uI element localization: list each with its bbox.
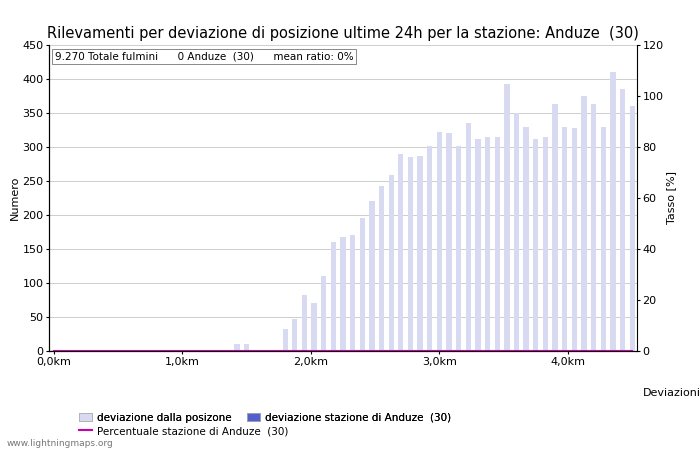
- Title: Rilevamenti per deviazione di posizione ultime 24h per la stazione: Anduze  (30): Rilevamenti per deviazione di posizione …: [47, 26, 639, 41]
- Bar: [601, 126, 606, 351]
- Bar: [562, 126, 568, 351]
- Y-axis label: Numero: Numero: [10, 176, 20, 220]
- Bar: [447, 133, 452, 351]
- Bar: [475, 139, 481, 351]
- Text: Deviazioni: Deviazioni: [643, 388, 700, 398]
- Bar: [340, 238, 346, 351]
- Bar: [542, 137, 548, 351]
- Bar: [533, 139, 538, 351]
- Bar: [244, 343, 249, 351]
- Bar: [283, 329, 288, 351]
- Bar: [610, 72, 615, 351]
- Bar: [51, 350, 57, 351]
- Bar: [620, 89, 625, 351]
- Bar: [321, 276, 326, 351]
- Bar: [524, 126, 528, 351]
- Bar: [350, 235, 356, 351]
- Bar: [504, 84, 510, 351]
- Bar: [370, 202, 374, 351]
- Bar: [485, 137, 490, 351]
- Bar: [292, 319, 298, 351]
- Y-axis label: Tasso [%]: Tasso [%]: [666, 171, 676, 225]
- Bar: [330, 242, 336, 351]
- Bar: [360, 218, 365, 351]
- Bar: [427, 146, 433, 351]
- Legend: deviazione dalla posizone, deviazione stazione di Anduze  (30): deviazione dalla posizone, deviazione st…: [75, 409, 455, 427]
- Bar: [456, 146, 461, 351]
- Bar: [398, 154, 403, 351]
- Text: 9.270 Totale fulmini      0 Anduze  (30)      mean ratio: 0%: 9.270 Totale fulmini 0 Anduze (30) mean …: [55, 51, 354, 61]
- Text: www.lightningmaps.org: www.lightningmaps.org: [7, 439, 113, 448]
- Bar: [591, 104, 596, 351]
- Bar: [466, 123, 471, 351]
- Bar: [302, 295, 307, 351]
- Bar: [581, 96, 587, 351]
- Bar: [572, 128, 577, 351]
- Bar: [417, 156, 423, 351]
- Bar: [312, 303, 316, 351]
- Bar: [234, 344, 239, 351]
- Bar: [389, 175, 394, 351]
- Legend: Percentuale stazione di Anduze  (30): Percentuale stazione di Anduze (30): [75, 422, 293, 440]
- Bar: [408, 157, 413, 351]
- Bar: [495, 137, 500, 351]
- Bar: [552, 104, 558, 351]
- Bar: [514, 113, 519, 351]
- Bar: [629, 106, 635, 351]
- Bar: [437, 132, 442, 351]
- Bar: [379, 186, 384, 351]
